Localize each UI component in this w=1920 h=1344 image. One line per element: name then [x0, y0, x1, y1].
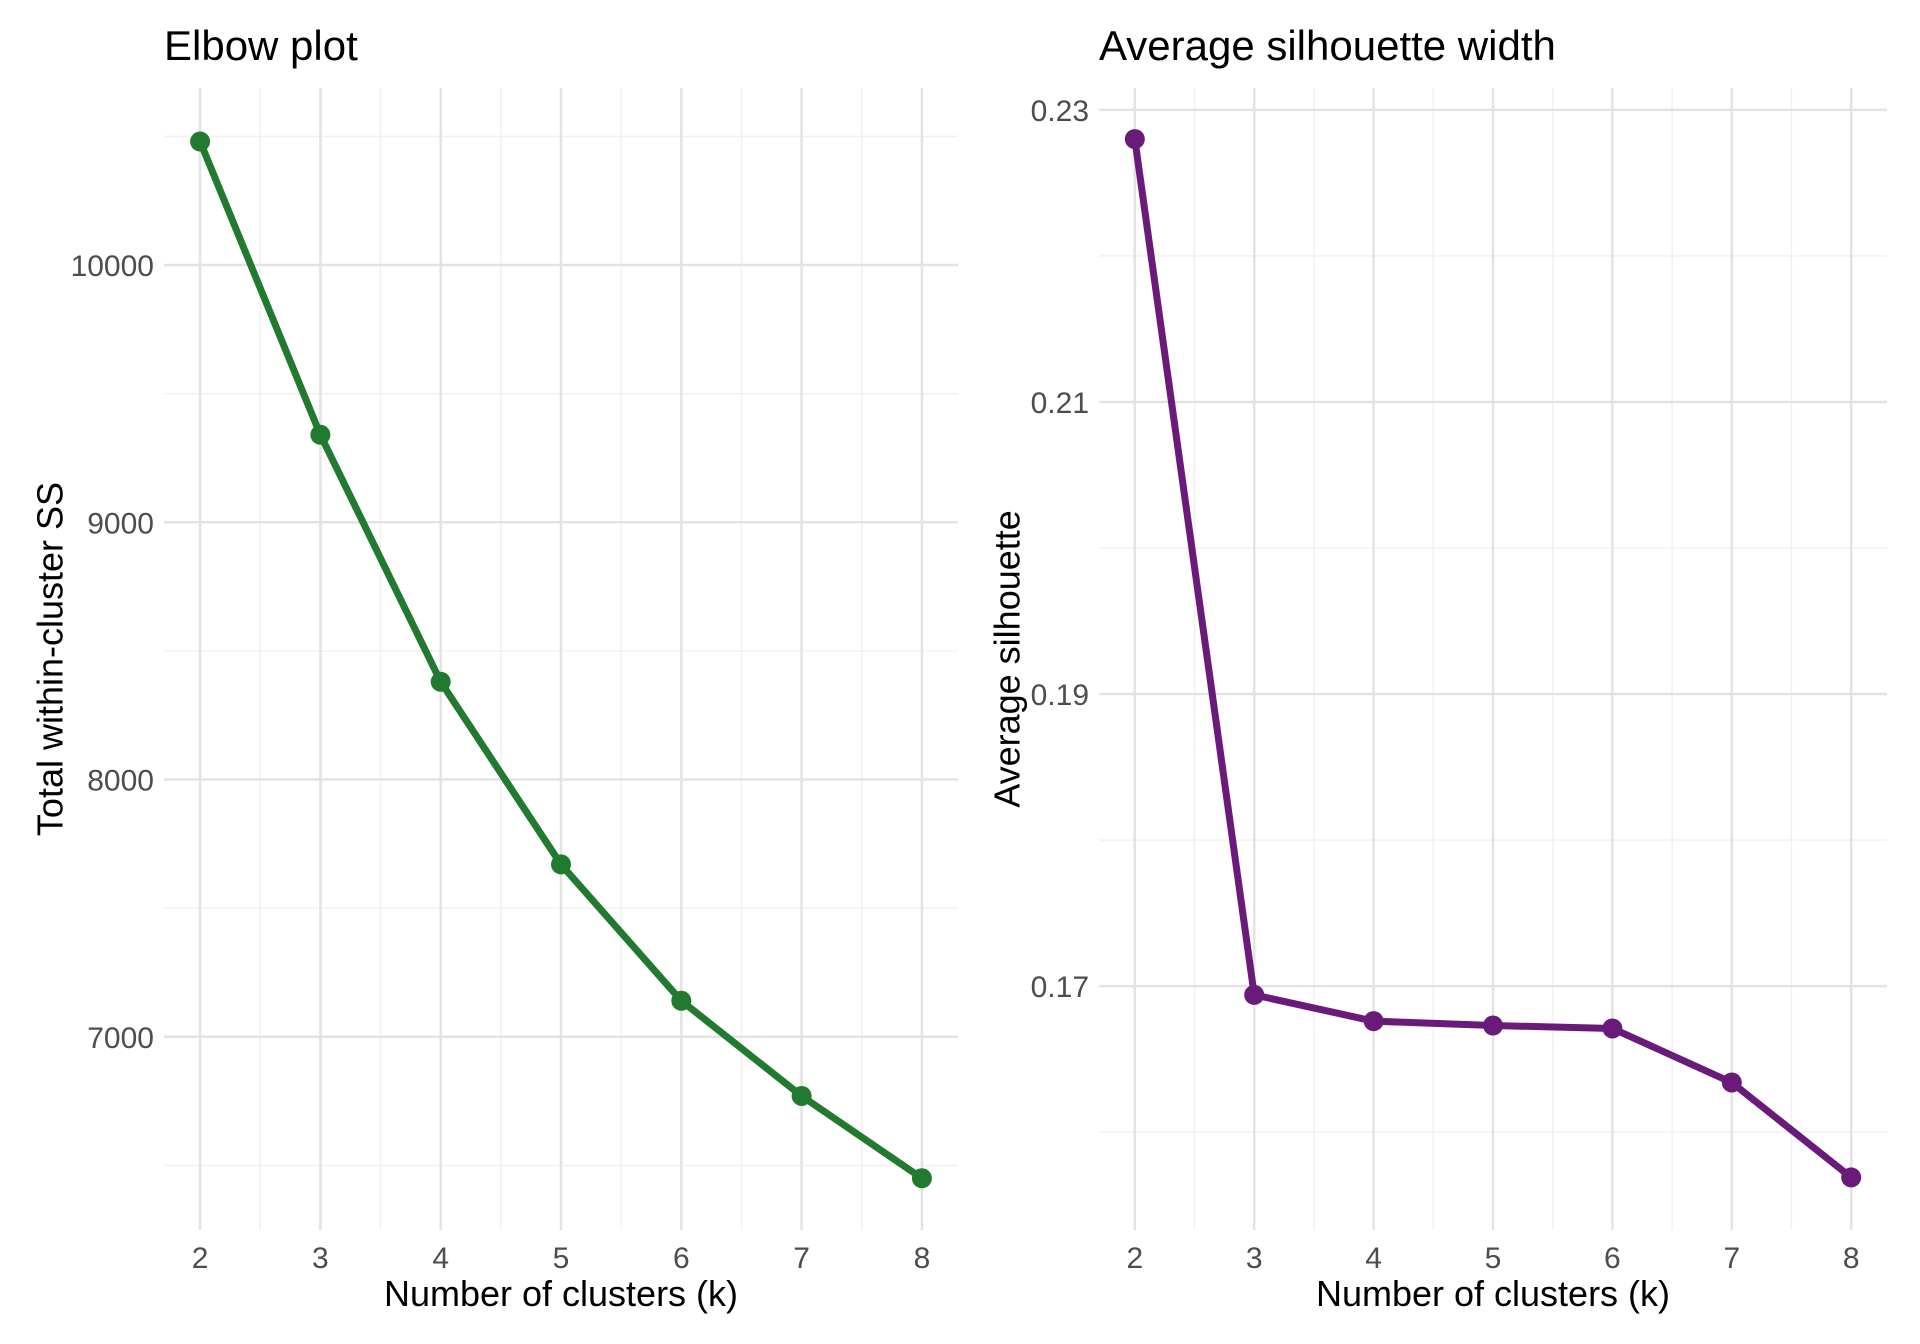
chart-panel-0: 2 3 4 5 6 7 8 7000 8000 9000 10000 Number of cluste… — [30, 22, 958, 1314]
data-point — [1483, 1015, 1503, 1036]
data-point — [791, 1085, 812, 1106]
y-tick-label: 0.23 — [1031, 95, 1089, 128]
data-point — [1602, 1018, 1623, 1039]
x-tick-label: 2 — [192, 1242, 209, 1275]
x-tick-label: 3 — [1246, 1242, 1263, 1275]
chart-title: Average silhouette width — [1099, 22, 1556, 69]
x-axis-title: Number of clusters (k) — [1316, 1273, 1670, 1314]
data-point — [671, 990, 692, 1011]
y-tick-label: 7000 — [87, 1022, 154, 1055]
x-tick-label: 6 — [1604, 1242, 1621, 1275]
x-tick-label: 8 — [914, 1242, 931, 1275]
data-point — [1124, 129, 1145, 150]
y-axis-title: Average silhouette — [987, 510, 1028, 808]
x-tick-label: 5 — [1485, 1242, 1502, 1275]
data-point — [911, 1168, 932, 1189]
x-tick-label: 3 — [312, 1242, 329, 1275]
y-tick-label: 0.21 — [1031, 387, 1089, 420]
data-point — [551, 854, 571, 875]
panel-grid-major — [164, 88, 958, 1230]
data-point — [1244, 984, 1265, 1005]
y-tick-label: 0.19 — [1031, 679, 1089, 712]
x-tick-label: 8 — [1843, 1242, 1860, 1275]
chart-panel-1: 2 3 4 5 6 7 8 0.17 0.19 0.21 0.23 Number of cluster… — [987, 22, 1887, 1314]
x-tick-label: 4 — [432, 1242, 449, 1275]
data-point — [1721, 1072, 1742, 1093]
x-tick-label: 4 — [1365, 1242, 1382, 1275]
data-point — [190, 131, 211, 152]
y-tick-label: 0.17 — [1031, 971, 1089, 1004]
y-tick-label: 8000 — [87, 765, 154, 798]
y-tick-label: 10000 — [71, 250, 154, 283]
x-tick-label: 5 — [553, 1242, 570, 1275]
x-tick-label: 2 — [1126, 1242, 1143, 1275]
panel-grid-major — [1099, 88, 1887, 1230]
data-point — [430, 671, 451, 692]
x-tick-label: 7 — [1723, 1242, 1740, 1275]
y-tick-label: 9000 — [87, 507, 154, 540]
y-axis-title: Total within-cluster SS — [30, 482, 71, 836]
data-point — [1841, 1167, 1862, 1188]
data-point — [1363, 1011, 1384, 1032]
x-tick-label: 7 — [793, 1242, 810, 1275]
data-point — [310, 424, 331, 445]
chart-title: Elbow plot — [164, 22, 358, 69]
x-tick-label: 6 — [673, 1242, 690, 1275]
x-axis-title: Number of clusters (k) — [384, 1273, 738, 1314]
